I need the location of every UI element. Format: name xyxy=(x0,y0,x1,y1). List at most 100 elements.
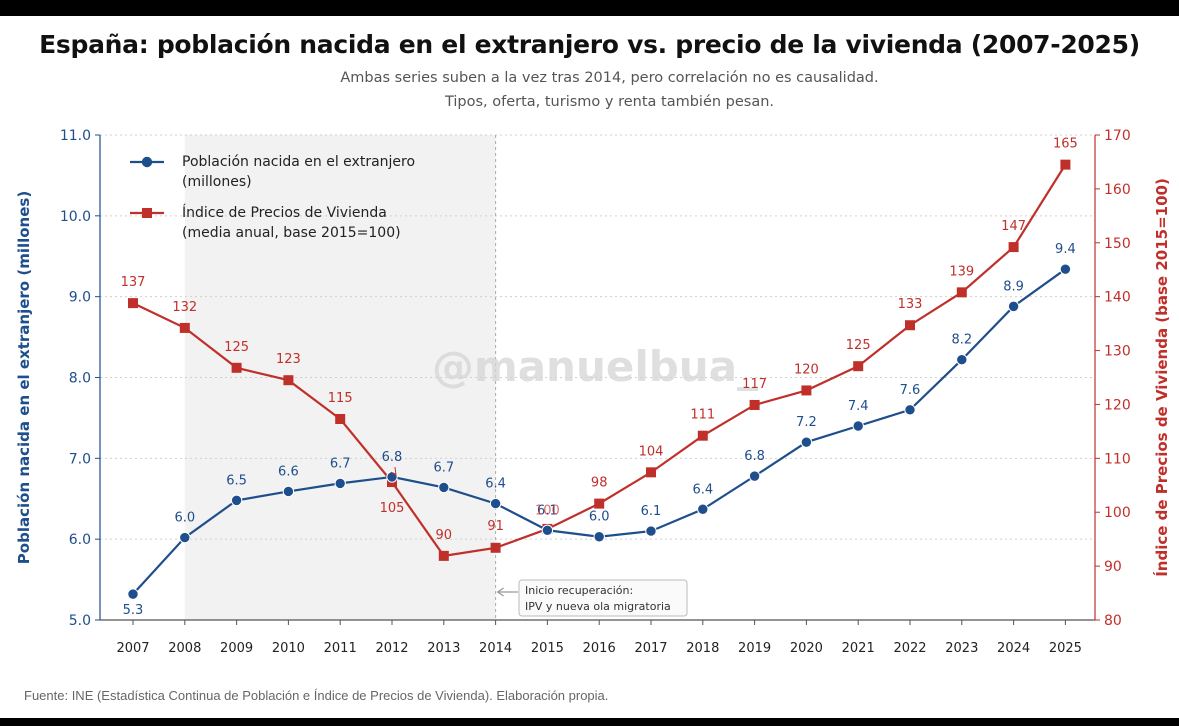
population-data-label: 8.9 xyxy=(1003,279,1024,294)
population-data-label: 6.8 xyxy=(382,450,403,465)
price-point xyxy=(646,467,656,478)
left-tick-label: 5.0 xyxy=(69,613,91,629)
price-data-label: 133 xyxy=(898,297,923,312)
price-data-label: 111 xyxy=(690,408,715,423)
population-data-label: 8.2 xyxy=(951,333,972,348)
population-point xyxy=(489,497,502,510)
population-data-label: 6.5 xyxy=(226,473,247,488)
annotation-line-2: IPV y nueva ola migratoria xyxy=(525,600,671,613)
legend-population-label-1: Población nacida en el extranjero xyxy=(182,154,415,170)
left-tick-label: 10.0 xyxy=(60,209,91,225)
x-tick-label: 2011 xyxy=(324,641,357,656)
x-tick-label: 2015 xyxy=(531,641,564,656)
price-point xyxy=(594,498,605,509)
price-point xyxy=(801,385,812,396)
x-tick-label: 2018 xyxy=(686,641,719,656)
left-tick-label: 6.0 xyxy=(69,532,91,548)
source-note: Fuente: INE (Estadística Continua de Pob… xyxy=(24,688,609,703)
right-tick-label: 110 xyxy=(1104,451,1131,467)
population-point xyxy=(179,531,191,544)
price-point xyxy=(1060,159,1071,170)
x-tick-label: 2009 xyxy=(220,641,253,656)
population-point xyxy=(593,531,605,543)
right-tick-label: 120 xyxy=(1104,397,1131,413)
annotation-line-1: Inicio recuperación: xyxy=(525,584,633,597)
x-tick-label: 2025 xyxy=(1049,641,1082,656)
price-data-label: 90 xyxy=(436,528,453,543)
left-axis-title: Población nacida en el extranjero (millo… xyxy=(15,191,33,564)
price-data-label: 117 xyxy=(742,377,767,392)
x-tick-label: 2017 xyxy=(634,641,667,656)
right-tick-label: 160 xyxy=(1104,182,1131,198)
population-point xyxy=(438,481,450,494)
x-tick-label: 2019 xyxy=(738,641,771,656)
population-data-label: 5.3 xyxy=(123,603,144,618)
annotation-box xyxy=(518,579,688,617)
price-data-label: 125 xyxy=(224,340,249,355)
x-tick-label: 2014 xyxy=(479,641,512,656)
chart-title: España: población nacida en el extranjer… xyxy=(39,30,1140,59)
price-data-label: 105 xyxy=(380,501,405,516)
population-data-label: 6.8 xyxy=(744,449,765,464)
population-point xyxy=(127,588,139,600)
x-tick-label: 2008 xyxy=(168,641,201,656)
population-point xyxy=(645,525,657,537)
legend-price-label-1: Índice de Precios de Vivienda xyxy=(182,204,387,221)
right-axis-title: Índice de Precios de Vivienda (base 2015… xyxy=(1152,178,1171,577)
right-tick-label: 130 xyxy=(1104,344,1131,360)
legend-price-label-2: (media anual, base 2015=100) xyxy=(182,225,401,241)
price-point xyxy=(853,361,864,372)
population-data-label: 7.4 xyxy=(848,399,869,414)
population-point xyxy=(748,470,761,482)
population-data-label: 6.0 xyxy=(174,511,195,526)
x-tick-label: 2024 xyxy=(997,641,1030,656)
price-point xyxy=(283,375,294,386)
price-data-label-2015: 100 xyxy=(535,503,560,518)
population-point xyxy=(541,524,554,536)
population-data-label: 6.4 xyxy=(692,482,713,497)
price-data-label: 165 xyxy=(1053,137,1078,152)
population-data-label: 6.0 xyxy=(589,510,610,525)
population-data-label: 6.4 xyxy=(485,477,506,492)
population-data-label: 6.1 xyxy=(537,503,558,518)
left-tick-label: 9.0 xyxy=(69,290,91,306)
price-point xyxy=(490,542,501,553)
price-label-arrow xyxy=(390,466,397,477)
x-tick-label: 2016 xyxy=(583,641,616,656)
population-point xyxy=(230,494,243,507)
price-point xyxy=(179,322,190,333)
population-point xyxy=(1007,300,1020,313)
population-data-label: 6.7 xyxy=(330,456,351,471)
watermark: @manuelbua_ xyxy=(432,342,758,391)
price-point xyxy=(956,287,967,298)
x-tick-label: 2023 xyxy=(945,641,978,656)
price-data-label: 104 xyxy=(639,444,664,459)
legend-population-marker xyxy=(141,156,153,168)
price-data-label: 139 xyxy=(949,264,974,279)
left-tick-label: 11.0 xyxy=(60,128,91,144)
x-tick-label: 2012 xyxy=(375,641,408,656)
price-point xyxy=(749,399,760,410)
price-data-label: 123 xyxy=(276,352,301,367)
left-tick-label: 7.0 xyxy=(69,451,91,467)
top-black-bar xyxy=(0,0,1179,16)
price-data-label: 98 xyxy=(591,476,608,491)
population-data-label: 6.7 xyxy=(433,460,454,475)
bottom-black-bar xyxy=(0,718,1179,726)
population-data-label: 9.4 xyxy=(1055,242,1076,257)
price-point xyxy=(438,550,449,561)
price-point xyxy=(128,298,138,309)
price-data-label: 147 xyxy=(1001,219,1026,234)
legend-population-label-2: (millones) xyxy=(182,174,252,190)
x-tick-label: 2020 xyxy=(790,641,823,656)
price-data-label: 120 xyxy=(794,362,819,377)
population-data-label: 6.1 xyxy=(641,504,662,519)
right-tick-label: 100 xyxy=(1104,505,1131,521)
population-point xyxy=(956,354,968,366)
price-data-label: 125 xyxy=(846,338,871,353)
population-point xyxy=(282,485,295,498)
price-point xyxy=(1008,242,1019,253)
price-point xyxy=(231,362,242,373)
population-point xyxy=(697,503,709,515)
